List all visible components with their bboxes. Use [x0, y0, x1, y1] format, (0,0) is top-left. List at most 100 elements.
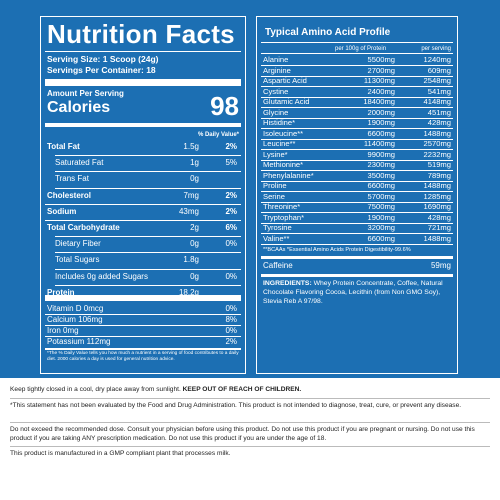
fda-statement: *This statement has not been evaluated b… [10, 402, 462, 409]
calories-label: Calories [47, 99, 111, 116]
nutrient-amount: 0g [190, 174, 199, 184]
amino-per-serving: 1488mg [423, 233, 451, 243]
row-divider [261, 243, 453, 245]
nutrient-amount: 18.2g [178, 287, 199, 297]
nutrient-name: Trans Fat [55, 174, 89, 184]
nutrient-name: Protein [47, 287, 75, 297]
amino-name: Arginine [263, 65, 291, 75]
nutrient-name: Sodium [47, 206, 77, 216]
amino-per-serving: 2548mg [423, 76, 451, 85]
amino-name: Aspartic Acid [263, 76, 307, 85]
vitamin-daily-value: 2% [225, 337, 237, 346]
amino-per-serving: 428mg [427, 212, 451, 222]
amino-per-serving: 1285mg [423, 191, 451, 201]
row-divider [261, 170, 453, 171]
nutrient-amount: 1g [190, 158, 199, 168]
nutrient-amount: 43mg [178, 206, 199, 216]
row-divider [55, 252, 241, 254]
thick-divider [45, 79, 241, 86]
amino-title: Typical Amino Acid Profile [265, 27, 391, 38]
nutrient-daily-value: 6% [225, 223, 237, 232]
nutrient-daily-value: 2% [225, 142, 237, 151]
amino-name: Tryptophan* [263, 212, 305, 222]
row-divider [45, 220, 241, 221]
vitamin-name: Iron 0mg [47, 326, 79, 335]
row-divider [55, 155, 241, 156]
servings-per-container: Servings Per Container: 18 [47, 65, 156, 75]
row-divider [261, 117, 453, 119]
nutrient-name: Cholesterol [47, 190, 92, 200]
nutrient-amount: 1.8g [183, 255, 199, 265]
row-divider [55, 284, 241, 286]
amino-name: Alanine [263, 55, 289, 64]
footnote-divider [45, 348, 241, 350]
row-divider [261, 86, 453, 87]
caffeine-value: 59mg [430, 261, 451, 270]
row-divider [261, 128, 453, 129]
amino-name: Methionine* [263, 160, 304, 169]
medium-divider [45, 123, 241, 127]
nutrient-amount: 2g [190, 223, 199, 232]
amino-per-serving: 1488mg [423, 128, 451, 138]
nutrition-title: Nutrition Facts [47, 19, 235, 49]
separator [10, 422, 490, 423]
vitamin-name: Calcium 106mg [47, 315, 103, 324]
ingredients-label: INGREDIENTS: [263, 280, 312, 287]
amino-per-serving: 1690mg [423, 202, 451, 211]
amount-per-serving: Amount Per Serving [47, 89, 124, 98]
col-per-serving: per serving [421, 46, 451, 52]
amino-name: Threonine* [263, 202, 301, 211]
amino-per-100g: 9900mg [367, 149, 395, 159]
ingredients-text: Whey Protein Concentrate, Coffee, Natura… [263, 280, 443, 305]
col-per-100g: per 100g of Protein [335, 46, 387, 52]
nutrition-facts-panel: Nutrition Facts Serving Size: 1 Scoop (2… [40, 16, 246, 374]
amino-per-100g: 2000mg [367, 107, 395, 117]
amino-per-serving: 541mg [427, 86, 451, 96]
vitamin-name: Potassium 112mg [47, 337, 111, 346]
amino-per-100g: 6600mg [367, 181, 395, 190]
amino-per-serving: 451mg [427, 107, 451, 117]
vitamin-daily-value: 0% [225, 326, 237, 335]
nutrient-daily-value: 0% [225, 271, 237, 281]
amino-per-100g: 5500mg [367, 55, 395, 64]
row-divider [261, 75, 453, 77]
calories-value: 98 [210, 91, 239, 121]
row-divider [45, 314, 241, 315]
amino-per-100g: 7500mg [367, 202, 395, 211]
amino-per-100g: 1900mg [367, 118, 395, 127]
nutrient-name: Total Carbohydrate [47, 223, 120, 232]
amino-name: Lysine* [263, 149, 288, 159]
nutrient-name: Total Sugars [55, 255, 100, 265]
amino-per-100g: 11400mg [363, 139, 395, 148]
nutrient-name: Dietary Fiber [55, 239, 101, 249]
nutrient-amount: 0g [190, 271, 199, 281]
row-divider [261, 149, 453, 150]
children-warning: KEEP OUT OF REACH OF CHILDREN. [182, 386, 302, 393]
caffeine-label: Caffeine [263, 261, 293, 270]
amino-per-serving: 4148mg [423, 97, 451, 106]
thick-divider-2 [261, 274, 453, 277]
gmp-statement: This product is manufactured in a GMP co… [10, 450, 231, 457]
row-divider [261, 191, 453, 192]
row-divider [55, 268, 241, 270]
amino-name: Glutamic Acid [263, 97, 310, 106]
amino-per-100g: 2300mg [367, 160, 395, 169]
amino-name: Glycine [263, 107, 289, 117]
amino-per-serving: 721mg [427, 223, 451, 232]
nutrient-daily-value: 2% [225, 190, 237, 200]
row-divider [45, 325, 241, 326]
amino-per-serving: 519mg [427, 160, 451, 169]
row-divider [261, 65, 453, 66]
usage-warning: Do not exceed the recommended dose. Cons… [10, 426, 475, 442]
amino-per-100g: 2400mg [367, 86, 395, 96]
separator [10, 446, 490, 447]
separator [10, 398, 490, 399]
nutrient-amount: 0g [190, 239, 199, 249]
amino-per-serving: 1240mg [423, 55, 451, 64]
amino-name: Histidine* [263, 118, 296, 127]
amino-per-100g: 11300mg [363, 76, 395, 85]
amino-name: Valine** [263, 233, 290, 243]
row-divider [261, 180, 453, 182]
row-divider [261, 233, 453, 234]
row-divider [261, 159, 453, 161]
